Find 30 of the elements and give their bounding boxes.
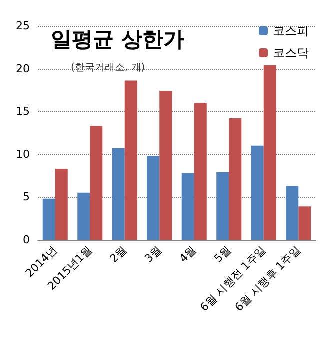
bar [264, 65, 276, 240]
y-tick-label: 5 [23, 190, 30, 204]
x-tick-label: 3월 [142, 243, 164, 266]
bar [147, 156, 160, 240]
x-tick-label: 2월 [108, 243, 130, 266]
text: (한국거래소, 개) [71, 62, 146, 74]
bar [160, 91, 172, 240]
y-tick-label: 20 [16, 62, 30, 76]
bar [112, 148, 125, 240]
bar [90, 126, 103, 240]
legend-label: 코스닥 [273, 46, 309, 60]
bar [251, 146, 264, 240]
bar [55, 168, 68, 240]
bar [286, 186, 299, 240]
bar [182, 173, 194, 240]
chart-title: 일평균 상한가 [51, 28, 184, 52]
y-tick-label: 0 [23, 234, 30, 246]
bar [229, 118, 242, 240]
bar [194, 103, 207, 240]
bar [124, 80, 138, 240]
legend-label: 코스피 [273, 24, 309, 38]
bar [216, 172, 230, 240]
bar [42, 198, 56, 240]
y-tick-label: 25 [16, 20, 30, 32]
y-tick-label: 10 [16, 148, 30, 161]
bar [298, 206, 312, 240]
y-tick-label: 15 [16, 105, 30, 118]
x-tick-label: 5월 [212, 243, 234, 266]
bar [78, 192, 90, 240]
x-tick-label: 4월 [177, 243, 199, 266]
